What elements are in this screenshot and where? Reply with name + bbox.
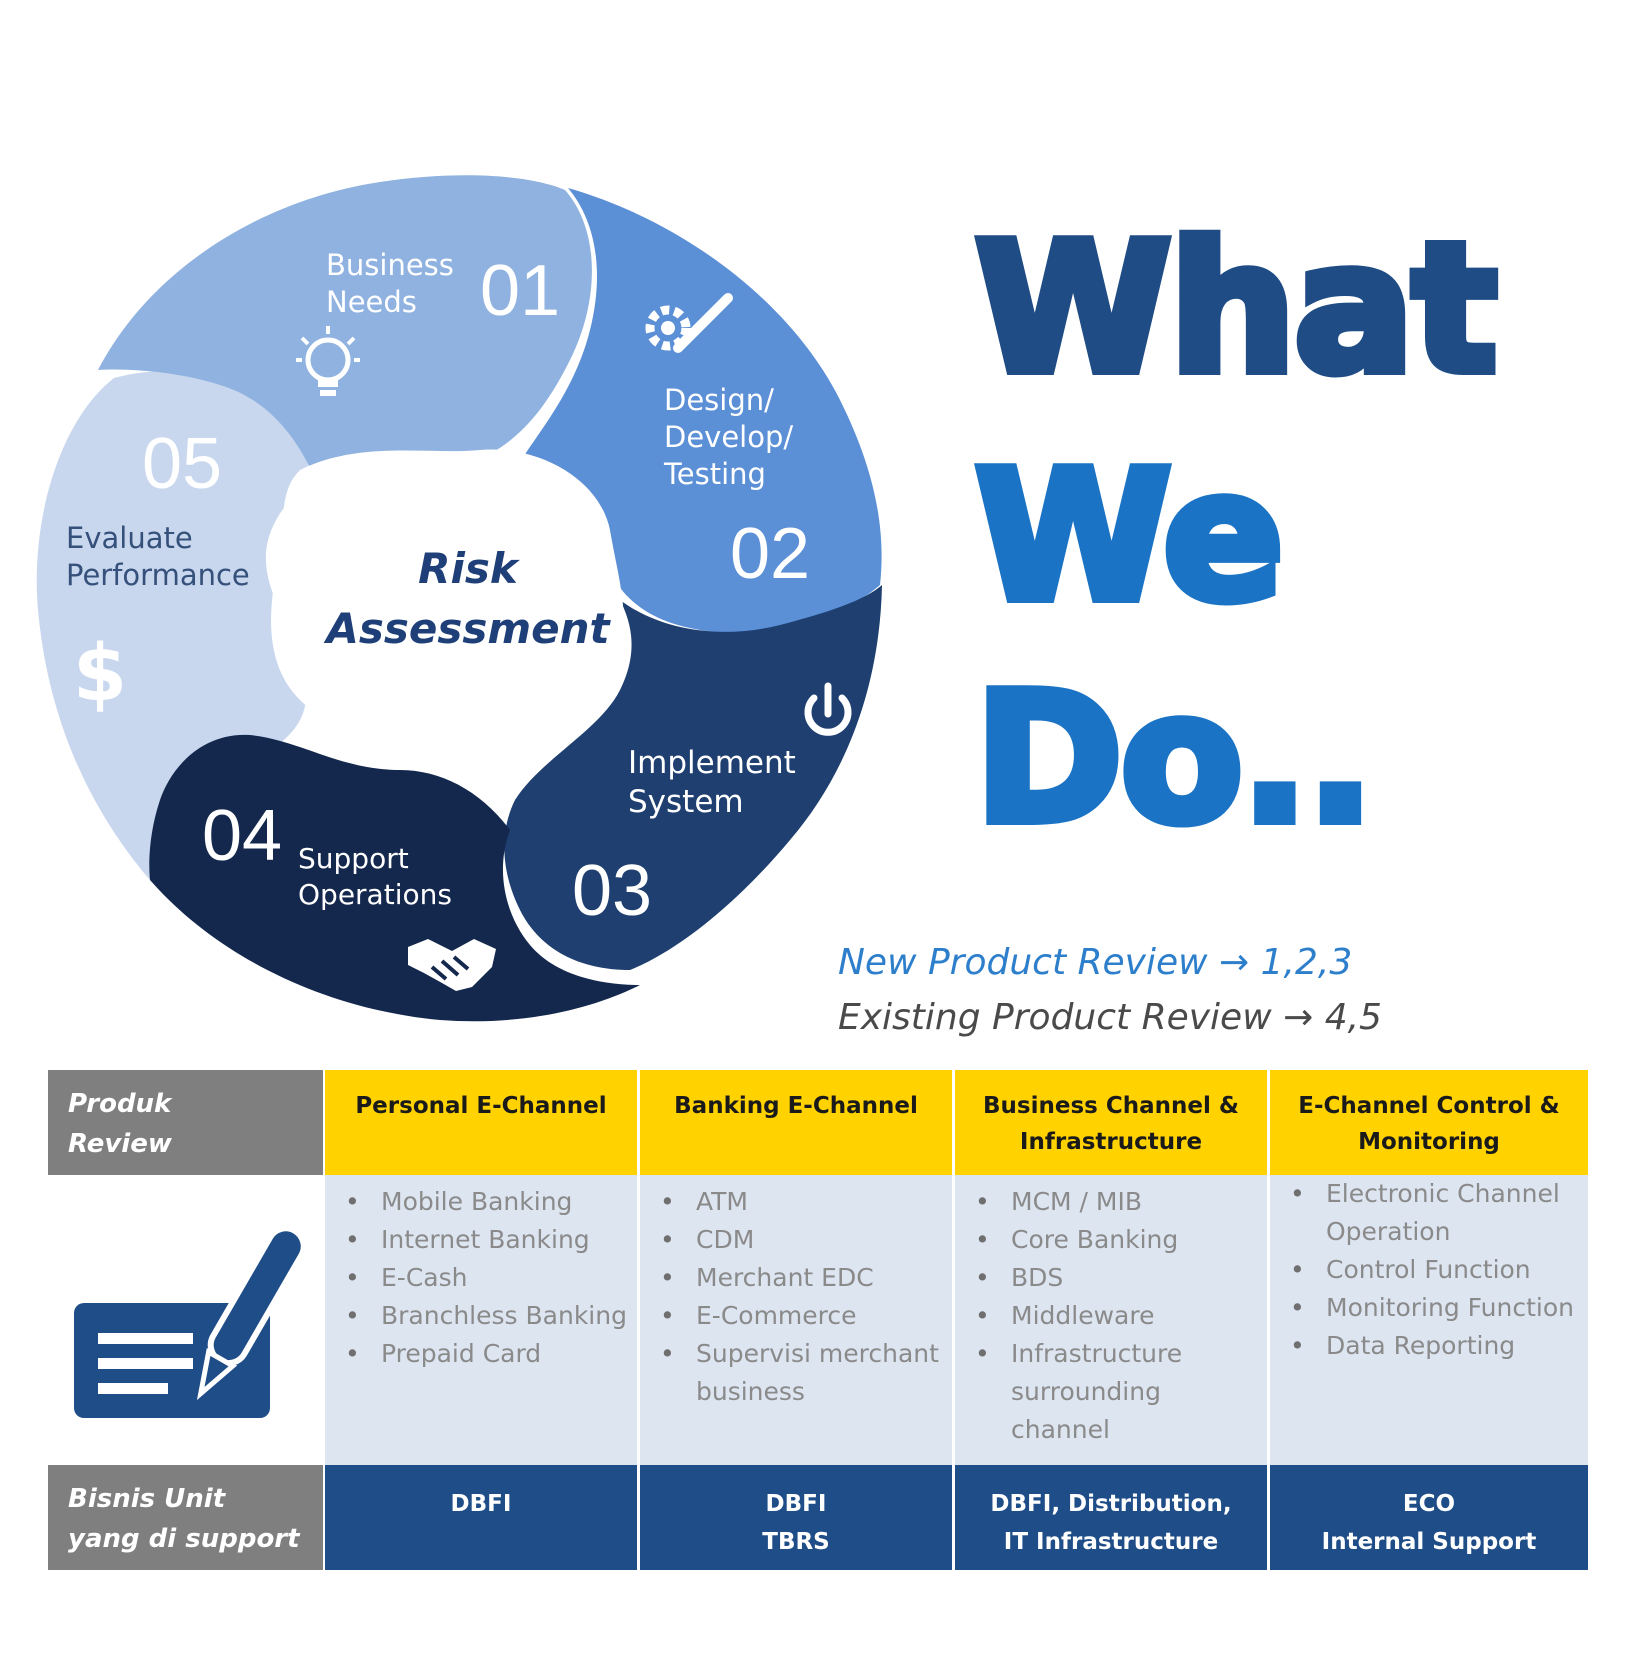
column-header-line: Banking E-Channel [674,1093,918,1119]
list-item: Core Banking [975,1221,1257,1259]
list-item: CDM [660,1221,942,1259]
segment-01 [98,175,592,490]
column-items-2: ATM CDM Merchant EDC E-Commerce Supervis… [640,1175,952,1465]
row-label-line: yang di support [68,1524,300,1554]
gear-pencil-icon [645,293,733,353]
step-03-label-2: System [628,784,744,820]
step-01-label-2: Needs [326,285,417,319]
column-header-2: Banking E-Channel [640,1070,952,1175]
step-01-label-1: Business [326,248,454,282]
unit-line: TBRS [762,1529,830,1555]
icon-cell [48,1175,323,1465]
step-02-number: 02 [730,514,810,594]
list-item: Mobile Banking [345,1183,627,1221]
list-item: Data Reporting [1290,1327,1578,1365]
row-label-line: Bisnis Unit [68,1484,226,1514]
step-05-number: 05 [142,424,222,504]
row-label-line: Review [68,1129,172,1159]
column-header-line: Business Channel & [983,1093,1239,1119]
row-label-produk-review: Produk Review [48,1070,323,1175]
column-items-3: MCM / MIB Core Banking BDS Middleware In… [955,1175,1267,1465]
list-item: MCM / MIB [975,1183,1257,1221]
list-item: Electronic Channel Operation [1290,1175,1578,1251]
list-item: Branchless Banking [345,1297,627,1335]
power-icon [804,682,852,736]
center-line2: Assessment [323,604,611,653]
list-item: E-Commerce [660,1297,942,1335]
step-04-number: 04 [202,796,282,876]
unit-cell-3: DBFI, Distribution, IT Infrastructure [955,1465,1267,1570]
step-05-label-1: Evaluate [66,521,193,555]
lightbulb-icon [296,326,360,396]
step-02-label-2: Develop/ [664,420,793,454]
unit-line: DBFI, Distribution, [990,1491,1232,1517]
unit-cell-1: DBFI [325,1465,637,1570]
list-item: Internet Banking [345,1221,627,1259]
list-item: Monitoring Function [1290,1289,1578,1327]
row-label-line: Produk [68,1089,172,1119]
row-label-bisnis-unit: Bisnis Unit yang di support [48,1465,323,1570]
column-header-line: Infrastructure [1019,1129,1203,1155]
unit-cell-2: DBFI TBRS [640,1465,952,1570]
headline-what: What [970,205,1502,412]
document-pen-icon [74,1225,307,1418]
list-item: Infrastructure surrounding channel [975,1335,1257,1449]
new-product-review: New Product Review → 1,2,3 [838,942,1353,983]
center-hole [271,449,624,742]
step-04-label-1: Support [298,842,409,875]
list-item: Merchant EDC [660,1259,942,1297]
segment-04 [149,734,641,1022]
step-05-label-2: Performance [66,558,250,592]
list-item: ATM [660,1183,942,1221]
unit-line: ECO [1402,1491,1456,1517]
unit-line: DBFI [765,1491,827,1517]
column-header-3: Business Channel & Infrastructure [955,1070,1267,1175]
headline-we: We [970,433,1289,640]
step-02-label-3: Testing [663,457,766,491]
list-item: Control Function [1290,1251,1578,1289]
unit-line: DBFI [450,1491,512,1517]
column-header-line: Personal E-Channel [355,1093,607,1119]
column-items-4: Electronic Channel Operation Control Fun… [1270,1175,1588,1465]
list-item: E-Cash [345,1259,627,1297]
list-item: Middleware [975,1297,1257,1335]
list-item: Supervisi merchant business [660,1335,942,1411]
column-header-1: Personal E-Channel [325,1070,637,1175]
step-03-number: 03 [572,851,652,931]
step-02-label-1: Design/ [664,383,774,417]
unit-cell-4: ECO Internal Support [1270,1465,1588,1570]
list-item: BDS [975,1259,1257,1297]
segment-02 [520,188,882,633]
handshake-icon [408,939,496,991]
step-03-label-1: Implement [628,745,796,781]
existing-product-review: Existing Product Review → 4,5 [838,997,1382,1038]
column-items-1: Mobile Banking Internet Banking E-Cash B… [325,1175,637,1465]
unit-line: Internal Support [1321,1529,1537,1555]
headline-do: Do.. [970,655,1379,862]
dollar-icon: $ [73,629,127,719]
unit-line: IT Infrastructure [1003,1529,1219,1555]
column-header-4: E-Channel Control & Monitoring [1270,1070,1588,1175]
step-01-number: 01 [480,251,560,331]
column-header-line: E-Channel Control & [1298,1093,1560,1119]
risk-assessment-cycle: Risk Assessment 01 Business Needs Design… [36,175,882,1022]
list-item: Prepaid Card [345,1335,627,1373]
segment-03 [504,585,882,970]
column-header-line: Monitoring [1358,1129,1500,1155]
center-line1: Risk [418,544,521,593]
step-04-label-2: Operations [298,878,452,911]
